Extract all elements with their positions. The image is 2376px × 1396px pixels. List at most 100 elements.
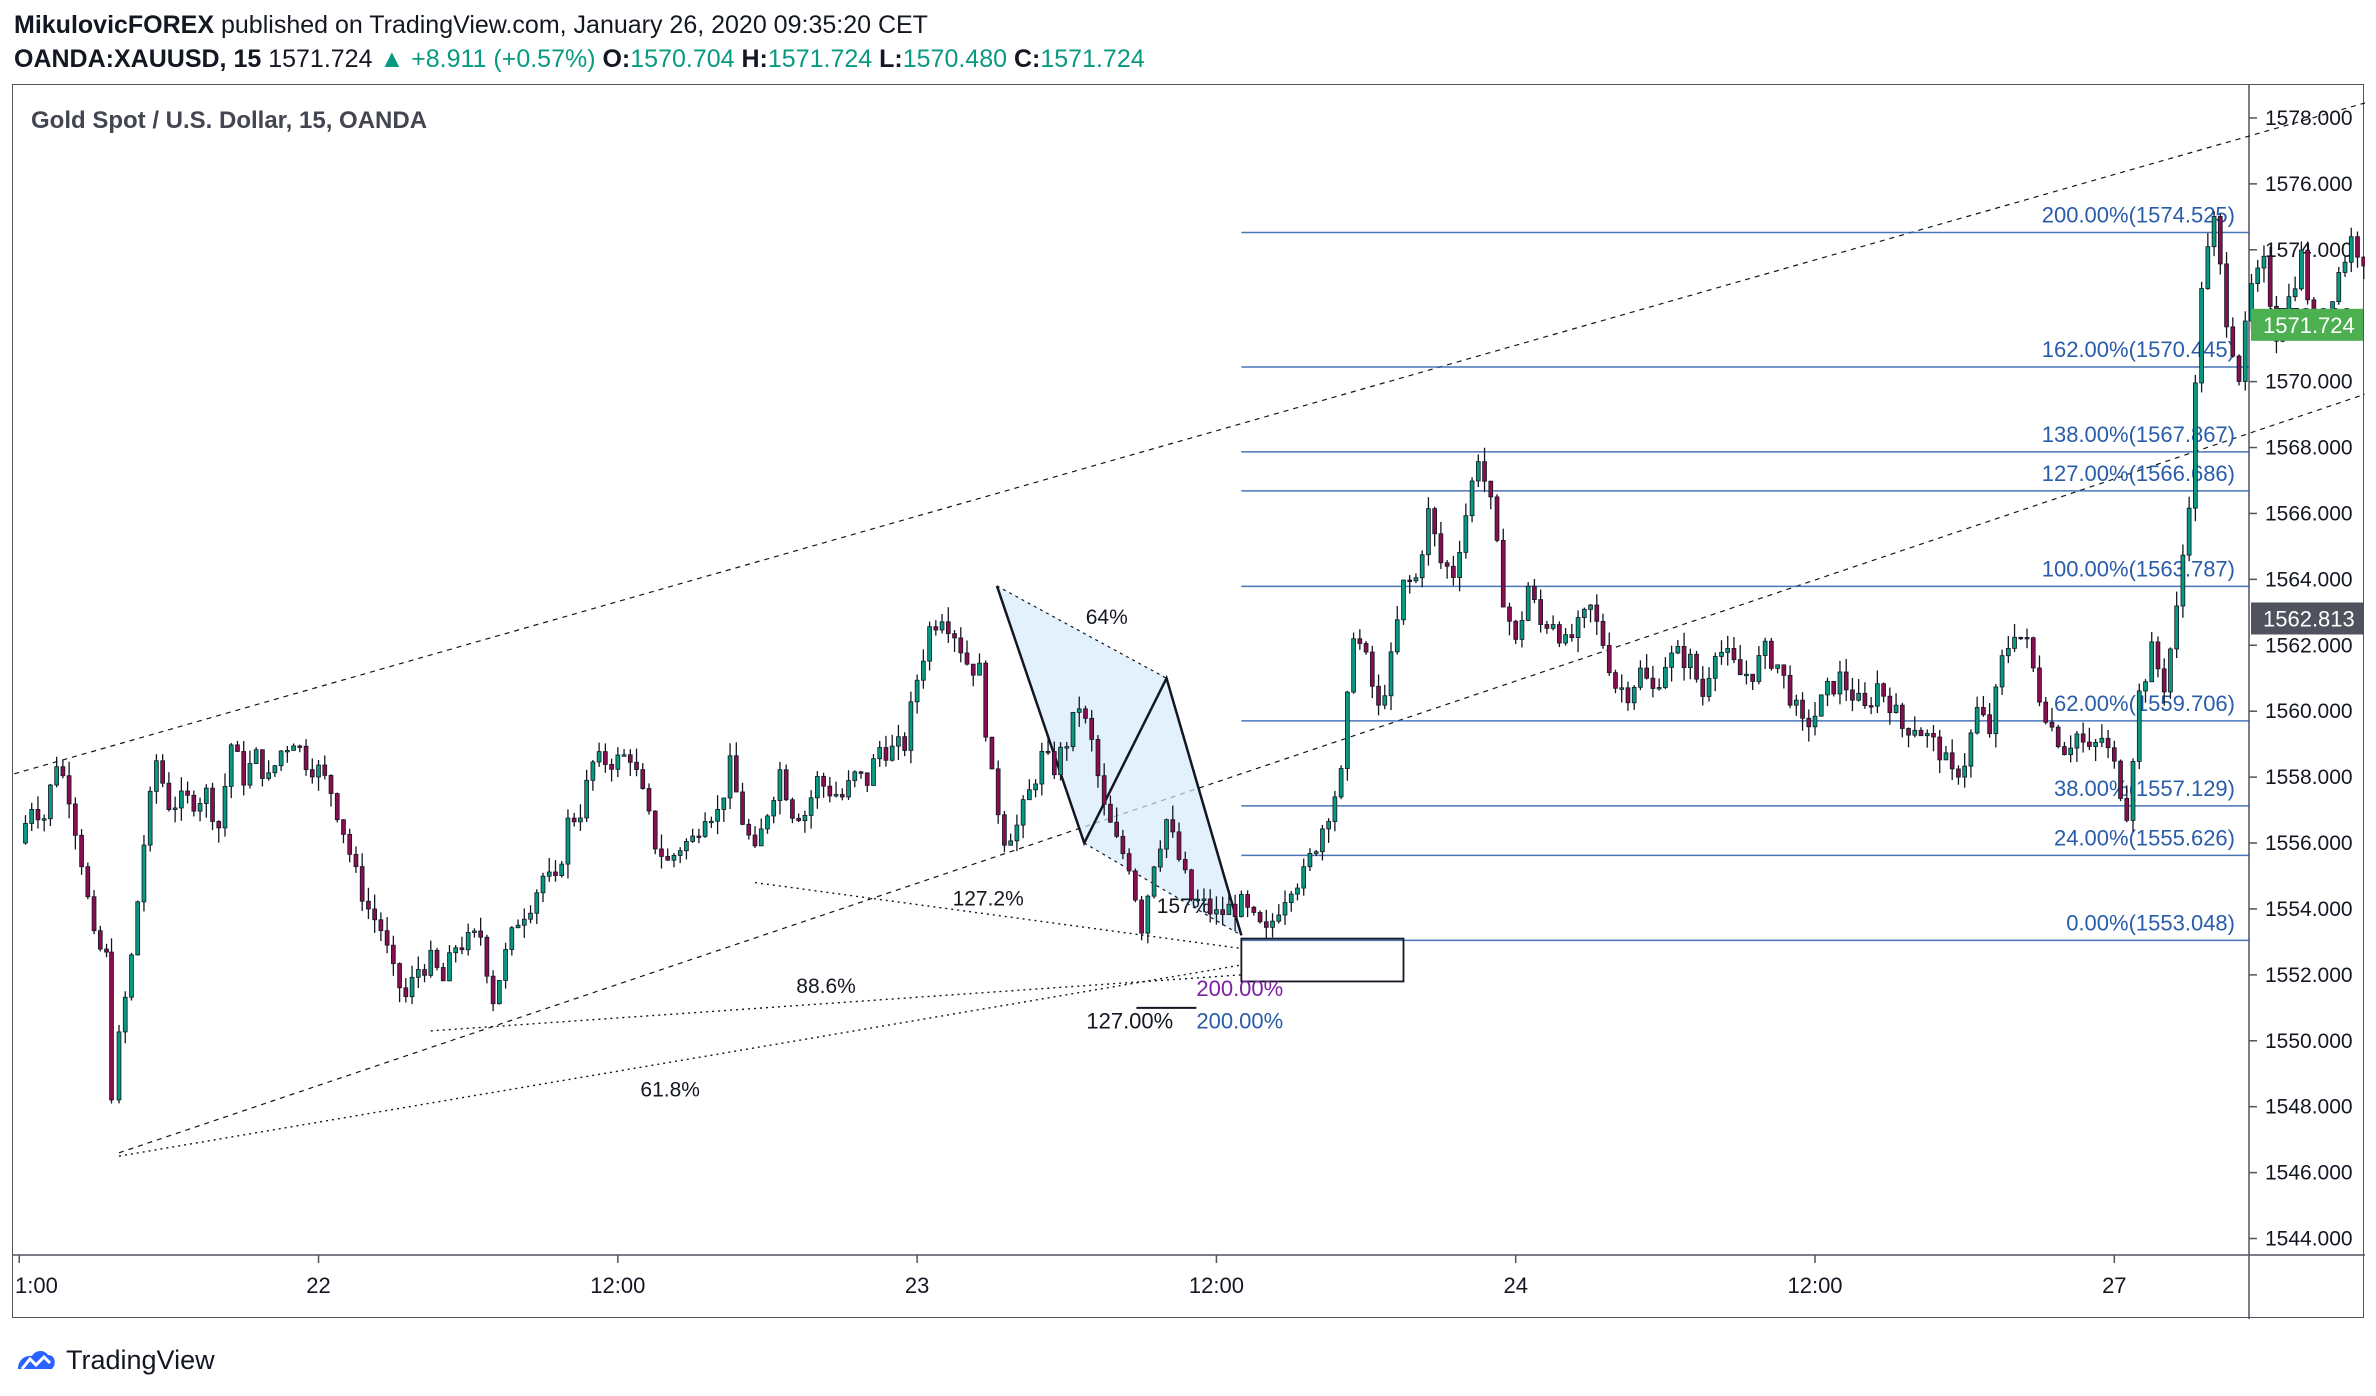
retracement-label: 127.2% xyxy=(953,888,1024,911)
candle-up xyxy=(1924,733,1930,737)
candle-down xyxy=(347,833,353,855)
candle-down xyxy=(609,764,614,770)
candle-up xyxy=(1064,746,1070,749)
candle-down xyxy=(1850,689,1855,701)
candle-up xyxy=(129,954,134,998)
fib-level-label: 138.00%(1567.867) xyxy=(2042,422,2235,447)
candle-down xyxy=(1139,899,1144,934)
candle-down xyxy=(995,768,1001,816)
candle-down xyxy=(2118,760,2123,799)
candle-down xyxy=(659,848,664,857)
candle-up xyxy=(2292,288,2298,298)
candle-down xyxy=(827,785,833,797)
candle-down xyxy=(970,663,976,676)
candle-up xyxy=(253,749,259,764)
candle-down xyxy=(297,745,303,748)
candle-up xyxy=(1145,895,1151,934)
candle-down xyxy=(952,633,957,639)
candle-down xyxy=(646,788,652,812)
pattern-triangle-2 xyxy=(1084,678,1242,936)
candle-down xyxy=(378,919,384,932)
y-tick-label: 1568.000 xyxy=(2265,437,2353,460)
price-chart[interactable]: 1544.000 1546.000 1548.000 1550.000 1552.000… xyxy=(13,85,2365,1319)
candle-down xyxy=(1557,624,1562,644)
candle-up xyxy=(1469,480,1475,517)
candle-down xyxy=(1251,906,1257,913)
x-tick-label: 12:00 xyxy=(590,1273,645,1298)
candle-up xyxy=(540,875,546,894)
candle-down xyxy=(359,866,365,902)
candle-down xyxy=(109,951,114,1101)
high-value: 1571.724 xyxy=(767,45,873,73)
candle-down xyxy=(1906,728,1911,736)
candle-down xyxy=(216,821,222,829)
tradingview-logo-icon xyxy=(18,1350,55,1370)
candle-down xyxy=(964,652,970,665)
candle-down xyxy=(1956,768,1961,778)
candle-up xyxy=(1195,898,1201,902)
candle-down xyxy=(1207,898,1213,915)
candle-down xyxy=(1606,645,1612,674)
candle-down xyxy=(1363,643,1369,653)
candle-down xyxy=(353,853,359,868)
candle-down xyxy=(1133,870,1138,901)
y-tick-label: 1546.000 xyxy=(2265,1162,2353,1185)
candle-up xyxy=(1020,799,1026,826)
candle-up xyxy=(1332,796,1338,822)
candle-down xyxy=(1987,714,1992,735)
candle-up xyxy=(453,947,459,954)
candle-down xyxy=(1868,705,1874,708)
candle-down xyxy=(2361,256,2365,267)
candle-up xyxy=(465,932,471,951)
pattern-triangle-1 xyxy=(996,585,1167,844)
candle-up xyxy=(1426,508,1431,556)
candle-up xyxy=(939,621,945,631)
candle-up xyxy=(1818,694,1824,717)
candle-up xyxy=(1226,903,1232,916)
candle-up xyxy=(1214,909,1219,915)
y-tick-label: 1564.000 xyxy=(2265,568,2353,591)
candle-up xyxy=(2242,320,2248,382)
fib-level-label: 38.00%(1557.129) xyxy=(2054,776,2235,801)
candle-up xyxy=(1875,683,1880,707)
candle-down xyxy=(2055,726,2061,748)
footer-brand[interactable]: TradingView xyxy=(66,1344,215,1375)
candle-down xyxy=(1681,646,1687,669)
y-tick-label: 1576.000 xyxy=(2265,173,2353,196)
candle-down xyxy=(1881,683,1886,697)
candle-up xyxy=(777,769,783,801)
chart-title: Gold Spot / U.S. Dollar, 15, OANDA xyxy=(31,107,427,134)
candle-down xyxy=(1376,685,1381,706)
candle-up xyxy=(2211,216,2217,248)
candle-down xyxy=(640,769,646,789)
published-text: published on TradingView.com, January 26… xyxy=(221,11,928,39)
retracement-label: 61.8% xyxy=(640,1079,700,1102)
candle-down xyxy=(2043,701,2049,723)
candle-up xyxy=(1619,687,1625,690)
candle-up xyxy=(765,815,770,830)
chart-pane[interactable]: 1544.000 1546.000 1548.000 1550.000 1552.000… xyxy=(12,84,2365,1319)
candle-down xyxy=(384,930,390,946)
candle-down xyxy=(1650,677,1656,689)
candle-up xyxy=(1719,651,1724,657)
author-name[interactable]: MikulovicFOREX xyxy=(14,11,215,39)
candle-down xyxy=(1513,620,1519,640)
candle-down xyxy=(1257,912,1263,923)
candle-up xyxy=(1962,765,1968,778)
candle-down xyxy=(1089,717,1095,740)
candle-up xyxy=(509,927,515,950)
candle-down xyxy=(366,900,371,910)
close-label: C: xyxy=(1013,45,1041,73)
candle-up xyxy=(1663,666,1668,688)
candle-down xyxy=(422,969,427,976)
candle-down xyxy=(104,948,109,953)
candle-down xyxy=(1613,672,1618,689)
candle-up xyxy=(179,790,184,809)
candle-down xyxy=(1949,752,1955,770)
candle-up xyxy=(1475,461,1481,482)
candle-up xyxy=(802,814,808,822)
candle-down xyxy=(839,794,845,798)
fib-level-label: 200.00%(1574.525) xyxy=(2042,202,2235,227)
candle-down xyxy=(1170,819,1176,833)
candle-up xyxy=(147,790,153,846)
